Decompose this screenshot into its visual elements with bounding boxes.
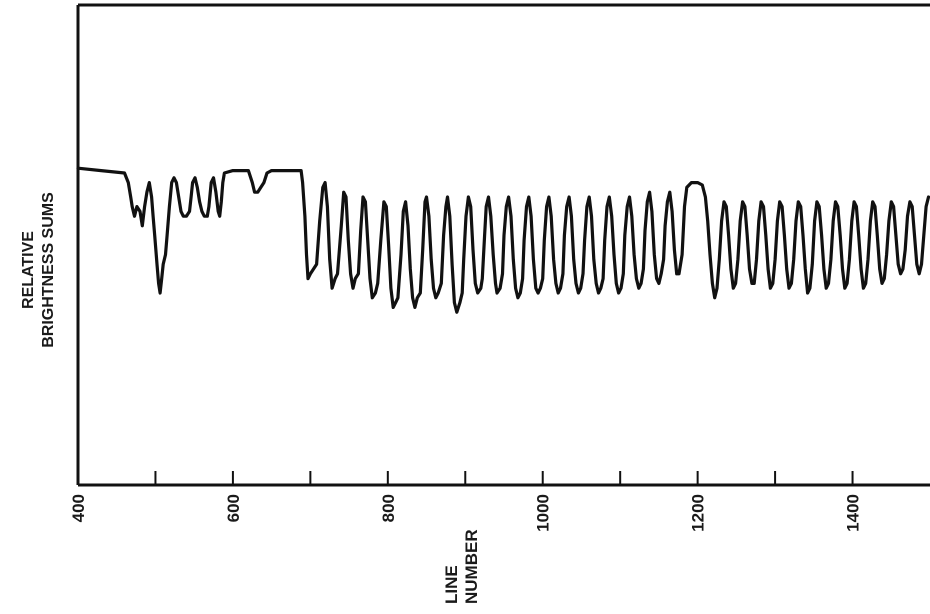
y-axis-label-line: BRIGHTNESS SUMS bbox=[40, 192, 57, 348]
axes-layer bbox=[76, 3, 930, 487]
x-axis-label-line: NUMBER bbox=[462, 529, 481, 604]
x-tick-label: 600 bbox=[224, 494, 243, 522]
series-layer bbox=[76, 166, 930, 314]
x-axis-label-line: LINE bbox=[442, 565, 461, 604]
brightness-series-line bbox=[76, 166, 930, 314]
y-axis-label-line: RELATIVE bbox=[20, 231, 37, 309]
ticks-layer bbox=[154, 471, 854, 485]
x-tick-label: 400 bbox=[69, 494, 88, 522]
x-tick-label: 1400 bbox=[844, 494, 863, 532]
x-tick-label: 800 bbox=[379, 494, 398, 522]
x-tick-label: 1000 bbox=[534, 494, 553, 532]
labels-layer: 400 600 800 1000 1200 1400 LINE NUMBER RELATIVE B… bbox=[20, 192, 863, 604]
x-tick-label: 1200 bbox=[689, 494, 708, 532]
